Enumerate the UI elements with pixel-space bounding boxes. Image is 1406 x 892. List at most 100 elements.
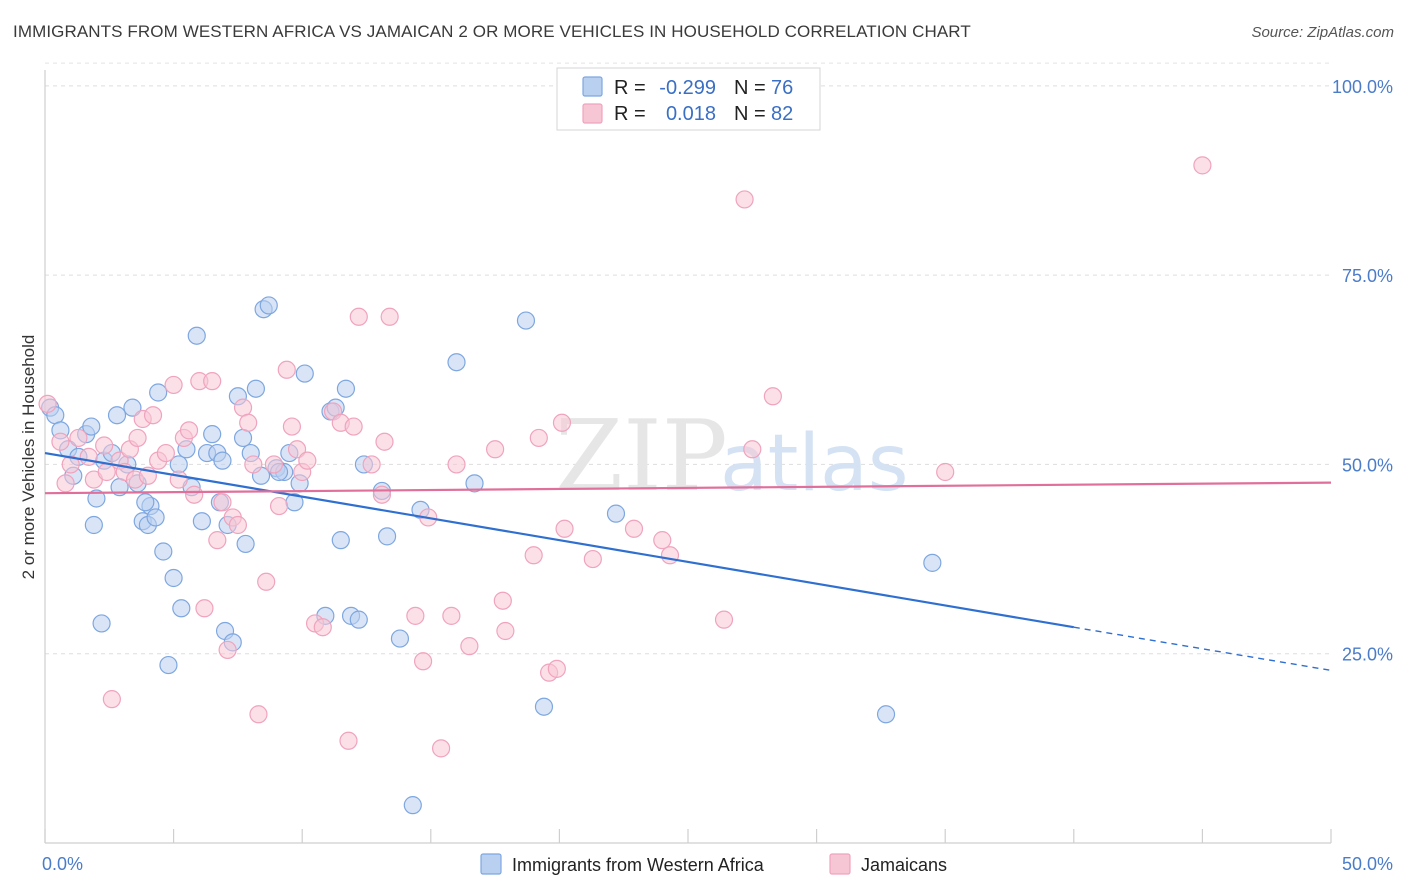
jamaicans-point-62: [486, 440, 505, 459]
western-africa-point-24: [164, 568, 183, 588]
jamaicans-point-55: [380, 307, 399, 326]
western-africa-point-71: [876, 705, 896, 724]
jamaicans-point-54: [375, 432, 394, 451]
jamaicans-point-0: [38, 394, 57, 413]
western-africa-point-51: [295, 364, 314, 383]
stats-r-label-1: R =: [614, 77, 646, 99]
jamaicans-point-17: [143, 406, 163, 425]
jamaicans-point-61: [460, 637, 479, 656]
western-africa-point-40: [236, 534, 255, 554]
jamaicans-point-20: [164, 375, 183, 395]
jamaicans-point-24: [185, 485, 204, 504]
jamaicans-point-3: [61, 455, 80, 474]
jamaicans-point-14: [128, 428, 147, 448]
jamaicans-point-51: [349, 307, 368, 326]
trend-lines: [44, 451, 1332, 672]
jamaicans-point-79: [936, 462, 955, 482]
jamaicans-point-80: [1193, 156, 1212, 175]
jamaicans-point-73: [653, 531, 672, 550]
trend-jamaicans: [44, 481, 1332, 495]
western-africa-point-72: [92, 614, 111, 633]
western-africa-point-68: [534, 697, 554, 716]
watermark-atlas: atlas: [720, 419, 909, 509]
jamaicans-point-75: [714, 610, 734, 629]
western-africa-point-15: [123, 398, 142, 417]
stats-n-value-1: 76: [771, 77, 793, 99]
jamaicans-point-52: [362, 455, 381, 474]
jamaicans-point-70: [555, 519, 574, 538]
y-tick-label-2: 50.0%: [1342, 455, 1393, 475]
jamaicans-point-5: [79, 447, 98, 466]
jamaicans-point-34: [239, 413, 258, 432]
jamaicans-point-72: [624, 519, 644, 538]
western-africa-point-39: [233, 428, 253, 448]
western-africa-point-66: [465, 474, 484, 493]
western-africa-point-9: [84, 515, 103, 535]
jamaicans-point-39: [269, 496, 289, 516]
jamaicans-point-57: [413, 652, 433, 671]
jamaicans-point-50: [344, 417, 363, 436]
legend-label-jamaicans: Jamaicans: [861, 855, 947, 875]
bottom-legend: Immigrants from Western Africa Jamaicans: [480, 853, 947, 875]
jamaicans-point-23: [179, 421, 199, 440]
stats-n-label-1: N =: [734, 77, 766, 99]
legend-swatch-jamaicans: [829, 853, 851, 875]
jamaicans-point-74: [660, 546, 680, 565]
western-africa-point-74: [213, 451, 232, 470]
jamaicans-point-37: [257, 572, 276, 591]
jamaicans-point-49: [339, 731, 358, 750]
western-africa-point-23: [159, 655, 178, 675]
jamaicans-point-65: [524, 546, 543, 565]
jamaicans-point-7: [95, 436, 114, 455]
jamaicans-point-56: [406, 606, 425, 625]
western-africa-point-58: [349, 610, 368, 629]
western-africa-point-56: [336, 379, 356, 398]
western-africa-point-12: [107, 406, 127, 425]
western-africa-point-22: [154, 542, 173, 561]
jamaicans-point-28: [208, 531, 227, 550]
jamaicans-point-81: [431, 739, 451, 758]
x-tick-min: 0.0%: [42, 854, 83, 874]
y-tick-label-1: 75.0%: [1342, 266, 1393, 286]
western-africa-point-69: [606, 504, 626, 523]
jamaicans-point-78: [763, 387, 782, 406]
western-africa-point-55: [331, 531, 350, 550]
jamaicans-point-63: [493, 591, 512, 610]
stats-r-value-1: -0.299: [659, 77, 716, 99]
y-axis-label: 2 or more Vehicles in Household: [19, 335, 38, 580]
jamaicans-point-44: [298, 451, 317, 470]
western-africa-point-61: [377, 527, 397, 546]
western-africa-point-67: [516, 311, 536, 330]
x-ticks: [44, 829, 1332, 843]
watermark-zip: ZIP: [555, 400, 728, 514]
western-africa-point-7: [82, 417, 101, 436]
jamaicans-point-27: [203, 372, 222, 391]
western-africa-point-42: [246, 379, 266, 398]
western-africa-point-70: [923, 553, 942, 572]
jamaicans-point-29: [213, 493, 232, 512]
jamaicans-point-1: [51, 432, 70, 451]
western-africa-point-26: [172, 599, 191, 618]
jamaicans-point-32: [228, 515, 247, 535]
y-tick-label-3: 25.0%: [1342, 645, 1393, 665]
jamaicans-point-69: [552, 413, 572, 432]
jamaicans-point-4: [69, 428, 88, 448]
jamaicans-point-19: [156, 443, 175, 463]
western-africa-point-20: [146, 508, 165, 527]
stats-n-value-2: 82: [771, 103, 793, 125]
jamaicans-point-9: [102, 690, 121, 709]
western-africa-point-8: [87, 489, 106, 508]
western-africa-point-63: [403, 796, 422, 815]
legend-swatch-western-africa: [480, 853, 502, 875]
jamaicans-point-26: [195, 599, 214, 618]
western-africa-point-45: [259, 296, 278, 315]
jamaicans-point-66: [529, 428, 548, 448]
jamaicans-point-68: [547, 659, 566, 678]
western-africa-point-21: [149, 383, 168, 402]
jamaicans-point-59: [442, 606, 461, 625]
x-tick-max: 50.0%: [1342, 854, 1393, 874]
western-africa-point-30: [192, 512, 211, 531]
western-africa-point-73: [136, 493, 155, 512]
legend-label-western-africa: Immigrants from Western Africa: [512, 855, 765, 875]
stats-swatch-blue: [582, 76, 603, 97]
